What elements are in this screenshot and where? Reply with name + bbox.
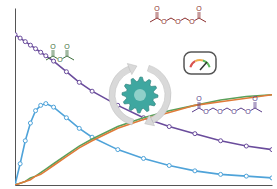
molecule: OOOOO xyxy=(150,5,206,25)
gauge-frame xyxy=(184,52,216,74)
atom-label: O xyxy=(50,43,56,50)
double-bond xyxy=(254,102,255,108)
series-marker xyxy=(18,36,22,40)
atom-label: O xyxy=(196,5,202,12)
series-marker xyxy=(64,70,68,74)
double-bond xyxy=(198,12,199,18)
atom-label: O xyxy=(245,108,251,115)
bond xyxy=(192,108,199,112)
atom-label: O xyxy=(57,56,63,63)
series-marker xyxy=(193,169,197,173)
atom-bg xyxy=(217,109,223,115)
series-marker xyxy=(39,50,43,54)
series-line xyxy=(15,35,272,150)
series-marker xyxy=(77,126,81,130)
series-marker xyxy=(219,172,223,176)
double-bond xyxy=(199,102,200,108)
bond xyxy=(46,56,53,60)
double-bond xyxy=(67,50,68,56)
series-marker xyxy=(219,139,223,143)
atom-bg xyxy=(57,57,63,63)
series-marker xyxy=(39,103,43,107)
series-marker xyxy=(23,139,27,143)
atom-label: O xyxy=(175,18,181,25)
atom-bg xyxy=(231,109,237,115)
series-marker xyxy=(34,109,38,113)
series-marker xyxy=(64,116,68,120)
atom-label: O xyxy=(154,5,160,12)
molecule: OOOOOO xyxy=(192,95,262,115)
series-marker xyxy=(167,125,171,129)
series-marker xyxy=(167,164,171,168)
series-marker xyxy=(44,102,48,106)
series-marker xyxy=(34,47,38,51)
cycle-arrowhead xyxy=(145,115,155,126)
bond xyxy=(67,56,74,60)
series-marker xyxy=(270,148,272,152)
atom-label: O xyxy=(161,18,167,25)
gauge-needle xyxy=(200,62,207,70)
bond xyxy=(255,108,262,112)
atom-bg xyxy=(189,19,195,25)
double-bond xyxy=(199,12,200,18)
atom-bg xyxy=(175,19,181,25)
series-marker xyxy=(52,59,56,63)
atom-label: O xyxy=(203,108,209,115)
series-marker xyxy=(18,162,22,166)
series-marker xyxy=(28,121,32,125)
gear-hub xyxy=(134,89,146,101)
x-axis xyxy=(16,185,273,186)
bond xyxy=(199,18,206,22)
double-bond xyxy=(157,12,158,18)
double-bond xyxy=(53,50,54,56)
double-bond xyxy=(66,50,67,56)
double-bond xyxy=(156,12,157,18)
atom-label: O xyxy=(217,108,223,115)
double-bond xyxy=(198,102,199,108)
gauge-scale xyxy=(195,59,204,62)
cycle-arrowhead xyxy=(127,63,137,74)
series-marker xyxy=(270,176,272,180)
atom-label: O xyxy=(64,43,70,50)
series-marker xyxy=(28,43,32,47)
gauge-scale xyxy=(189,60,195,67)
axis-line xyxy=(16,185,273,186)
series-marker xyxy=(90,89,94,93)
double-bond xyxy=(255,102,256,108)
graphical-abstract: OOOOOOOOOOOOOO xyxy=(0,0,277,189)
double-bond xyxy=(52,50,53,56)
series-line xyxy=(15,104,272,185)
series-marker xyxy=(44,54,48,58)
series-marker xyxy=(15,33,17,37)
series-marker xyxy=(52,105,56,109)
atom-label: O xyxy=(252,95,258,102)
atom-label: O xyxy=(189,18,195,25)
atom-bg xyxy=(245,109,251,115)
atom-bg xyxy=(161,19,167,25)
molecule: OOO xyxy=(46,43,74,63)
series-marker xyxy=(244,174,248,178)
series-marker xyxy=(244,144,248,148)
series-marker xyxy=(116,148,120,152)
atom-label: O xyxy=(196,95,202,102)
series-marker xyxy=(142,156,146,160)
series-marker xyxy=(23,40,27,44)
bond xyxy=(150,18,157,22)
atom-bg xyxy=(203,109,209,115)
gear xyxy=(122,77,158,113)
plot-area xyxy=(15,33,272,185)
series-marker xyxy=(193,132,197,136)
series-marker xyxy=(77,80,81,84)
atom-label: O xyxy=(231,108,237,115)
decorations xyxy=(109,52,216,126)
